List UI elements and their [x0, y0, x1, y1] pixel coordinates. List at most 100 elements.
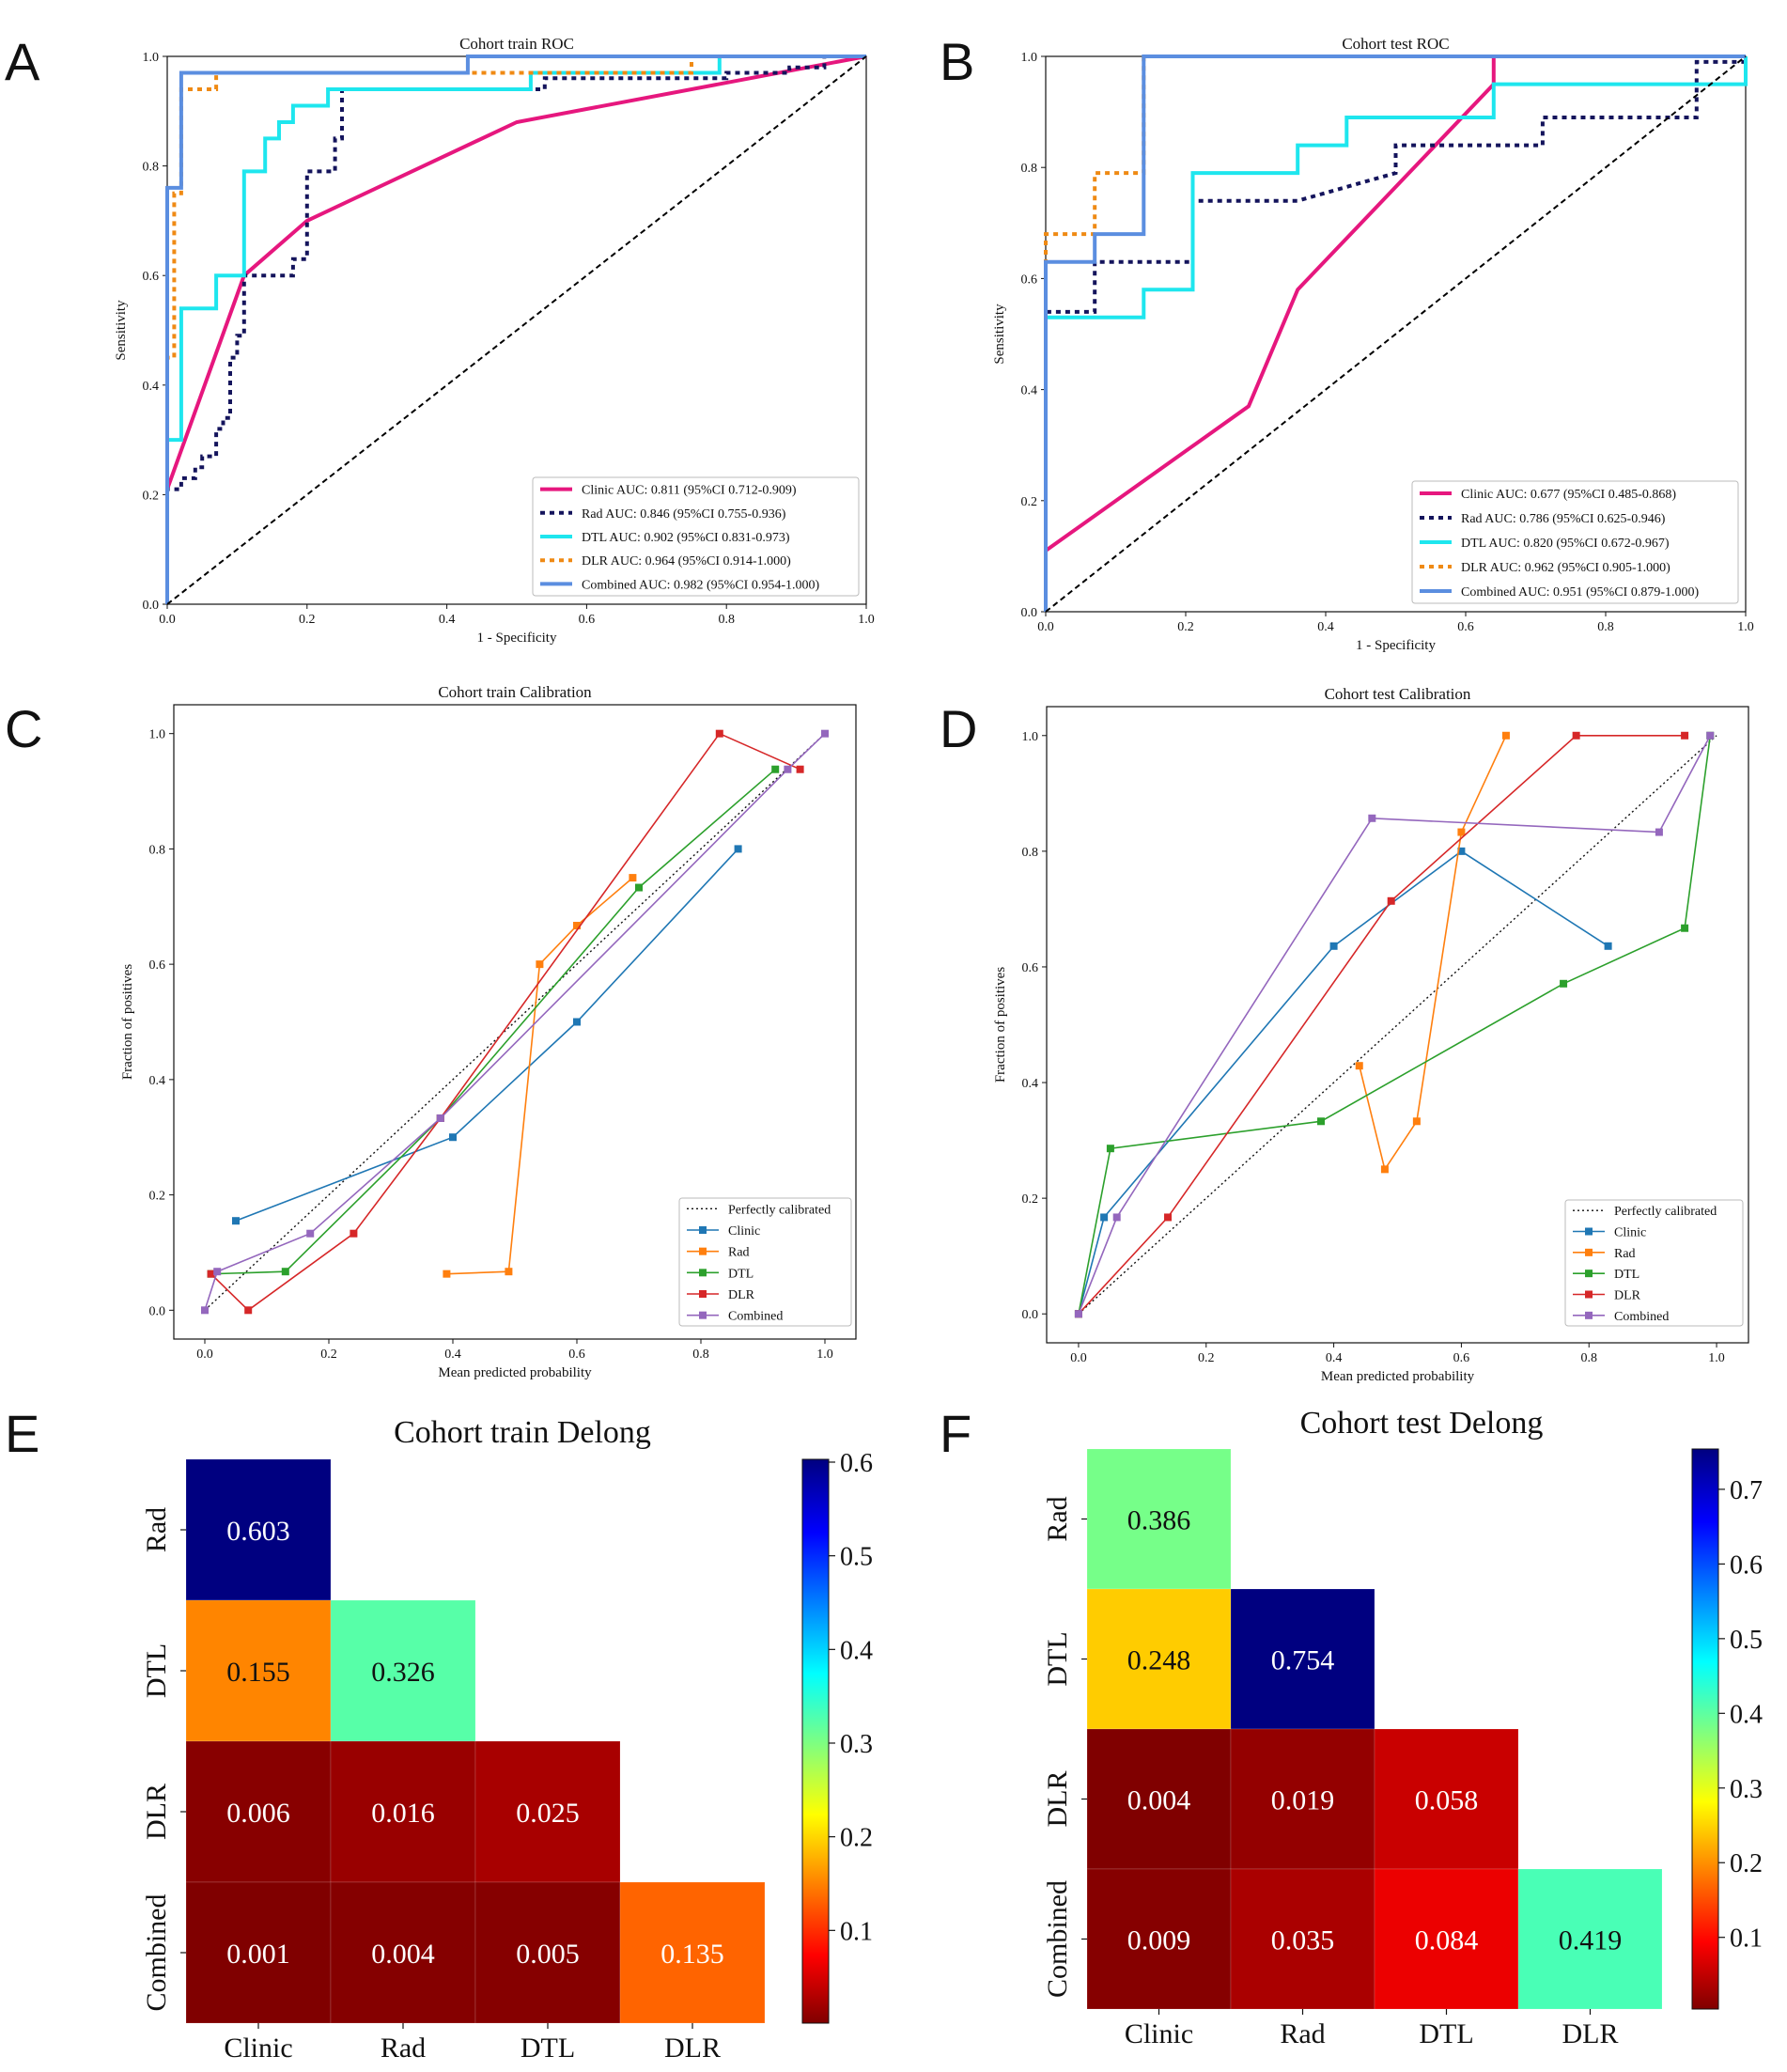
heatmap-e-cell-value: 0.135 [660, 1939, 724, 1970]
heatmap-e-colorbar-tick-label: 0.4 [840, 1636, 873, 1665]
heatmap-e-cell-value: 0.006 [226, 1798, 290, 1829]
charts-c-legend-marker [699, 1226, 707, 1234]
charts-c-legend-marker [699, 1311, 707, 1319]
charts-d-legend-label: Clinic [1614, 1226, 1646, 1240]
heatmap-e-title: Cohort train Delong [394, 1415, 651, 1450]
charts-d-series-3-point [1560, 979, 1568, 988]
charts-d-series-4-point [1572, 731, 1580, 740]
charts-c-series-5-point [201, 1306, 209, 1315]
delong-test-heatmap: Cohort test Delong 0.386 0.248 0.754 0.004 0.… [1042, 1406, 1763, 2049]
charts-d-legend-label: DTL [1614, 1268, 1639, 1282]
charts-d-series-1-point [1457, 847, 1466, 855]
charts-c-series-2-point [536, 960, 544, 969]
charts-d-series-1-point [1100, 1213, 1109, 1222]
roc-train-chart: Cohort train ROC 1 - Specificity Sensitivi… [114, 35, 875, 646]
charts-a-ytick-label: 0.0 [143, 599, 160, 613]
charts-a-series-0-line [165, 55, 867, 491]
charts-c-series-5-point [306, 1229, 315, 1238]
charts-b-xlabel: 1 - Specificity [1356, 638, 1436, 653]
charts-d-legend-label: Rad [1614, 1247, 1636, 1261]
charts-c-series-4-line [210, 732, 800, 1312]
charts-b-legend-label: DTL AUC: 0.820 (95%CI 0.672-0.967) [1461, 537, 1670, 551]
charts-b-xtick-label: 0.0 [1037, 620, 1054, 634]
charts-c-legend-label: DLR [728, 1288, 755, 1302]
charts-b-legend-label: Clinic AUC: 0.677 (95%CI 0.485-0.868) [1461, 488, 1676, 502]
charts-d-series-3-line [1078, 735, 1712, 1315]
heatmap-e-cell [330, 1881, 476, 2024]
heatmap-f-cell [1230, 1728, 1375, 1870]
heatmap-f-colorbar-tick-label: 0.6 [1730, 1550, 1763, 1580]
charts-c-series-4-point [796, 765, 804, 773]
charts-d-legend-marker [1585, 1270, 1593, 1278]
charts-b-legend-label: Rad AUC: 0.786 (95%CI 0.625-0.946) [1461, 512, 1666, 526]
charts-c-series-5-point [436, 1114, 444, 1122]
charts-c-title: Cohort train Calibration [438, 683, 592, 701]
charts-a-legend-label: DLR AUC: 0.964 (95%CI 0.914-1.000) [582, 554, 791, 569]
heatmap-e-cell-value: 0.603 [226, 1516, 290, 1547]
charts-b-ylabel: Sensitivity [992, 304, 1007, 365]
charts-d-series-4-point [1164, 1213, 1173, 1222]
charts-c-series-4-point [244, 1306, 253, 1315]
heatmap-e-cell-value: 0.025 [516, 1798, 580, 1829]
charts-c-legend-marker [699, 1247, 707, 1255]
charts-d-legend-marker [1585, 1227, 1593, 1236]
charts-d-xtick-label: 1.0 [1708, 1351, 1725, 1365]
heatmap-f-cell [1086, 1728, 1232, 1870]
heatmap-f-cell-value: 0.386 [1127, 1505, 1191, 1536]
heatmap-f-cell-value: 0.009 [1127, 1925, 1191, 1956]
charts-d-series-2-point [1380, 1165, 1389, 1174]
panel-letter-c: C [5, 699, 42, 758]
charts-c-legend-label: DTL [728, 1267, 754, 1281]
charts-a-xtick-label: 0.0 [159, 613, 176, 627]
charts-b-ytick-label: 0.2 [1021, 495, 1038, 509]
heatmap-f-colorbar-tick-label: 0.2 [1730, 1849, 1763, 1878]
charts-c-xtick-label: 0.2 [320, 1348, 337, 1362]
charts-c-series-4-point [715, 729, 723, 738]
heatmap-f-cell [1086, 1448, 1232, 1590]
heatmap-f-cell [1086, 1588, 1232, 1730]
charts-d-ytick-label: 0.0 [1022, 1308, 1039, 1322]
charts-c-legend-label: Combined [728, 1310, 783, 1324]
charts-d-series-1-point [1604, 942, 1612, 950]
heatmap-f-cell [1230, 1868, 1375, 2010]
heatmap-e-colorbar-tick-label: 0.5 [840, 1543, 873, 1572]
charts-d-legend-marker [1585, 1290, 1593, 1299]
charts-c-xtick-label: 0.0 [196, 1348, 213, 1362]
charts-a-ytick-label: 0.6 [143, 270, 160, 284]
charts-d-xlabel: Mean predicted probability [1321, 1369, 1475, 1384]
charts-d-series-2-point [1501, 731, 1510, 740]
charts-b-series-4-line [1044, 55, 1746, 612]
charts-a-series-5-line [166, 55, 867, 605]
heatmap-f-ytick-label: DTL [1042, 1631, 1073, 1686]
charts-c-series-2-point [573, 922, 581, 930]
heatmap-f-colorbar-tick-label: 0.5 [1730, 1626, 1763, 1655]
charts-c-series-1-point [449, 1133, 457, 1142]
charts-d-series-5-point [1655, 828, 1663, 836]
heatmap-f-cell [1374, 1868, 1519, 2010]
charts-c-series-1-point [734, 845, 742, 853]
heatmap-e-colorbar-tick-label: 0.3 [840, 1730, 873, 1759]
charts-d-xtick-label: 0.8 [1580, 1351, 1597, 1365]
panel-letter-b: B [940, 32, 974, 91]
charts-b-xtick-label: 0.4 [1317, 620, 1334, 634]
charts-d-series-5-point [1368, 814, 1376, 822]
charts-d-ytick-label: 0.2 [1022, 1192, 1039, 1207]
delong-train-heatmap: Cohort train Delong 0.603 0.155 0.326 0.006 0… [141, 1415, 873, 2064]
heatmap-e-cell [185, 1740, 332, 1883]
charts-d-xtick-label: 0.0 [1070, 1351, 1087, 1365]
charts-a-xlabel: 1 - Specificity [477, 631, 557, 646]
charts-a-series-2-line [165, 55, 866, 604]
heatmap-f-cell [1517, 1868, 1663, 2010]
charts-a-series-3-line [165, 55, 866, 604]
charts-c-series-1-point [232, 1217, 240, 1225]
heatmap-f-cell-value: 0.084 [1415, 1925, 1479, 1956]
charts-c-legend-marker [699, 1269, 707, 1277]
charts-a-title: Cohort train ROC [459, 35, 574, 53]
heatmap-e-ytick-label: Rad [141, 1507, 172, 1552]
heatmap-e-cell-value: 0.004 [371, 1939, 435, 1970]
charts-a-ytick-label: 0.2 [143, 489, 160, 503]
heatmap-e-cell-value: 0.001 [226, 1939, 290, 1970]
panel-letter-f: F [940, 1404, 971, 1463]
charts-a-legend-label: Clinic AUC: 0.811 (95%CI 0.712-0.909) [582, 484, 797, 498]
heatmap-f-colorbar-tick-label: 0.7 [1730, 1476, 1763, 1505]
